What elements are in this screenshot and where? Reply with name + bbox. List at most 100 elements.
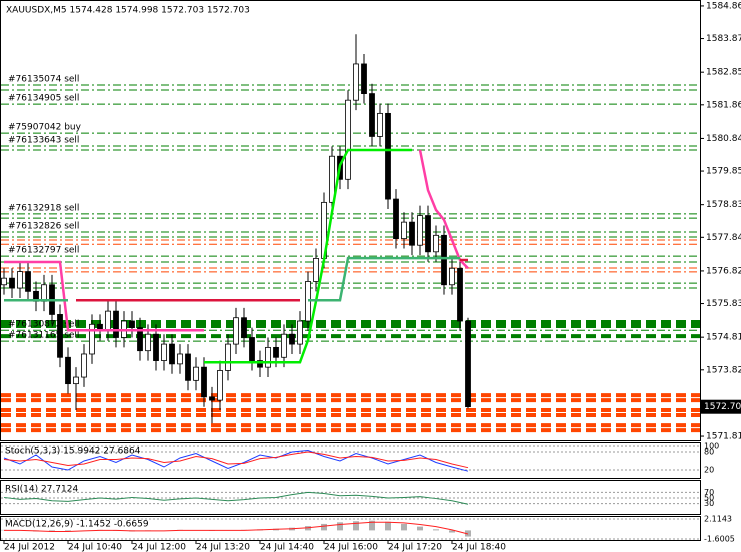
panel-line bbox=[4, 521, 469, 535]
y-tick-label: 1581.86 bbox=[706, 100, 741, 110]
macd-bar bbox=[449, 530, 455, 533]
x-tick-label: 24 Jul 16:00 bbox=[324, 543, 378, 552]
candle-body bbox=[273, 346, 279, 358]
candle-body bbox=[377, 112, 383, 137]
candle-body bbox=[369, 93, 375, 137]
candle-body bbox=[385, 112, 391, 200]
y-tick-label: 1577.84 bbox=[706, 233, 741, 243]
order-label: #75907042 buy bbox=[8, 123, 82, 133]
indicator-line bbox=[4, 256, 460, 302]
rsi-frame bbox=[0, 480, 701, 515]
macd-bar bbox=[337, 522, 343, 531]
candle-body bbox=[289, 333, 295, 345]
macd-bar bbox=[385, 521, 391, 531]
macd-bar bbox=[433, 529, 439, 531]
order-label: #76134905 sell bbox=[8, 94, 79, 104]
candle-body bbox=[409, 221, 415, 246]
order-label: #76132797 sell bbox=[8, 246, 79, 256]
panel-tick-label: 70 bbox=[704, 488, 714, 497]
candle-body bbox=[193, 366, 199, 381]
candle-body bbox=[425, 215, 431, 253]
candle-body bbox=[297, 320, 303, 345]
y-tick-label: 1584.86 bbox=[706, 1, 741, 11]
x-tick-label: 24 Jul 14:40 bbox=[260, 543, 314, 552]
candle-body bbox=[329, 155, 335, 203]
x-tick-label: 24 Jul 10:40 bbox=[68, 543, 122, 552]
macd-bar bbox=[417, 526, 423, 531]
candle-body bbox=[313, 257, 319, 282]
stoch-frame bbox=[0, 442, 701, 479]
candle-body bbox=[361, 63, 367, 95]
chart-title: XAUUSDX,M5 1574.428 1574.998 1572.703 15… bbox=[6, 6, 250, 16]
y-tick-label: 1583.87 bbox=[706, 34, 741, 44]
macd-bar bbox=[321, 523, 327, 531]
panel-line bbox=[3, 451, 469, 469]
candle-body bbox=[249, 337, 255, 361]
candle-body bbox=[265, 346, 271, 368]
macd-bar bbox=[369, 520, 375, 531]
indicator-line bbox=[204, 148, 412, 364]
candle-body bbox=[161, 343, 167, 361]
panel-label: RSI(14) 27.7124 bbox=[5, 485, 78, 495]
candle-body bbox=[433, 234, 439, 253]
panel-label: Stoch(5,3,3) 15.9942 27.6864 bbox=[5, 447, 141, 457]
candle-body bbox=[1, 277, 7, 286]
panel-tick-label: -1.6005 bbox=[704, 535, 735, 544]
candle-body bbox=[185, 353, 191, 381]
candle-body bbox=[177, 353, 183, 365]
candle-body bbox=[393, 198, 399, 240]
candle-body bbox=[137, 327, 143, 352]
candle-body bbox=[65, 356, 71, 385]
candle-body bbox=[113, 310, 119, 338]
candle-body bbox=[41, 284, 47, 302]
candle-body bbox=[201, 366, 207, 398]
candle-body bbox=[153, 333, 159, 361]
macd-frame bbox=[0, 516, 701, 541]
panel-line bbox=[3, 491, 469, 505]
y-tick-label: 1576.82 bbox=[706, 266, 741, 276]
order-label: #76131165 sell bbox=[8, 331, 79, 341]
macd-bar bbox=[305, 526, 311, 531]
candle-body bbox=[145, 333, 151, 352]
price-tag-label: 1572.70 bbox=[704, 402, 741, 412]
y-tick-label: 1574.81 bbox=[706, 333, 741, 343]
x-tick-label: 24 Jul 12:00 bbox=[132, 543, 186, 552]
x-tick-label: 24 Jul 13:20 bbox=[196, 543, 250, 552]
panel-label: MACD(12,26,9) -1.1452 -0.6659 bbox=[5, 520, 149, 530]
y-tick-label: 1575.83 bbox=[706, 299, 741, 309]
candle-body bbox=[169, 343, 175, 365]
candle-body bbox=[105, 310, 111, 332]
panel-tick-label: 30 bbox=[704, 499, 714, 508]
candle-body bbox=[241, 317, 247, 338]
candle-body bbox=[225, 343, 231, 371]
panel-tick-label: 50 bbox=[704, 494, 714, 503]
price-tag bbox=[701, 399, 741, 414]
y-tick-label: 1580.84 bbox=[706, 134, 741, 144]
macd-bar bbox=[353, 521, 359, 531]
candle-body bbox=[209, 396, 215, 401]
candle-body bbox=[73, 376, 79, 385]
x-tick-label: 24 Jul 18:40 bbox=[452, 543, 506, 552]
order-label: #76132826 sell bbox=[8, 222, 79, 232]
panel-tick-label: 80 bbox=[704, 448, 714, 457]
panel-tick-label: 20 bbox=[704, 466, 714, 475]
y-tick-label: 1578.83 bbox=[706, 200, 741, 210]
candle-body bbox=[353, 63, 359, 101]
order-label: #76135074 sell bbox=[8, 75, 79, 85]
panel-tick-label: 2.1143 bbox=[704, 515, 732, 524]
candle-body bbox=[417, 215, 423, 246]
candle-body bbox=[129, 320, 135, 329]
y-tick-label: 1579.85 bbox=[706, 167, 741, 177]
candle-body bbox=[457, 267, 463, 322]
candle-body bbox=[401, 221, 407, 240]
candle-body bbox=[81, 353, 87, 378]
y-tick-label: 1571.81 bbox=[706, 432, 741, 442]
main-frame bbox=[0, 0, 701, 441]
candle-body bbox=[89, 323, 95, 355]
candle-body bbox=[345, 99, 351, 180]
macd-bar bbox=[65, 530, 71, 532]
candle-body bbox=[257, 360, 263, 368]
candle-body bbox=[17, 271, 23, 289]
